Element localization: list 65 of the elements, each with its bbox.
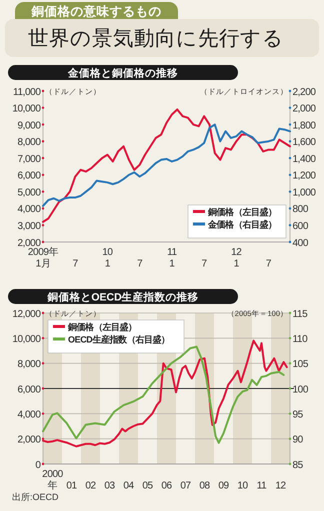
y-tick-label: 4,000 (17, 409, 42, 420)
text: 世界の景気動向に先行する (28, 27, 284, 50)
x-tick-label: 11 (256, 480, 268, 492)
y-tick-label: 7,000 (17, 154, 42, 165)
y2-tick-label: 95 (292, 409, 304, 420)
y2-tick-label: 1,600 (292, 137, 316, 148)
legend-label: 金価格（右目盛） (207, 220, 277, 230)
y2-tick-label: 1,800 (292, 120, 316, 132)
x-tick-label: 05 (142, 480, 154, 492)
y2-tick-label: 600 (292, 221, 309, 232)
chart-title: 金価格と銅価格の推移 (67, 66, 178, 80)
y2-tick-label: 85 (292, 460, 304, 471)
y2-tick-label: 2,000 (292, 104, 316, 115)
y2-tick-label: 2,200 (292, 86, 316, 98)
x-tick-label: 2009年 1月 (28, 246, 59, 270)
y-tick-label: 3,000 (17, 221, 42, 232)
y2-tick-label: 110 (292, 334, 308, 345)
y2-tick-label: 115 (292, 308, 308, 320)
y2-tick-label: 800 (292, 204, 309, 216)
y2-tick-label: 1,200 (292, 170, 316, 182)
y-tick-label: 9,000 (17, 120, 42, 132)
y2-tick-label: 105 (292, 359, 309, 370)
y-tick-label: 12,000 (12, 308, 42, 320)
legend-label: 銅価格（左目盛） (207, 207, 277, 217)
y-tick-label: 6,000 (17, 384, 42, 396)
x-tick-label: 03 (104, 480, 116, 492)
x-tick-label: 10 (237, 480, 248, 492)
x-tick-label: 12 (275, 480, 286, 492)
text: 銅価格の意味するもの (30, 4, 162, 18)
y2-tick-label: 1,400 (292, 154, 316, 165)
y2-tick-label: 1,000 (292, 187, 316, 198)
text: 出所:OECD (12, 492, 60, 502)
x-tick-label: 12 1 (231, 247, 242, 270)
y2-tick-label: 90 (292, 434, 304, 446)
y-tick-label: 11,000 (13, 86, 42, 98)
legend-label: OECD生産指数（右目盛） (68, 334, 170, 344)
x-tick-label: 2000 年 (42, 469, 64, 492)
x-tick-label: 7 (266, 258, 272, 270)
x-tick-label: 07 (180, 480, 192, 492)
x-tick-label: 11 1 (167, 247, 178, 270)
x-tick-label: 7 (137, 258, 144, 270)
y-tick-label: 2,000 (17, 238, 42, 249)
y-tick-label: 4,000 (17, 204, 42, 216)
legend-label: 銅価格（左目盛） (67, 322, 137, 332)
x-tick-label: 10 1 (102, 247, 114, 270)
line-series (42, 124, 291, 207)
x-tick-label: 02 (85, 480, 96, 492)
x-tick-label: 04 (123, 480, 134, 492)
y-tick-label: 8,000 (17, 359, 42, 370)
y-tick-label: 8,000 (17, 137, 42, 148)
x-tick-label: 7 (72, 258, 79, 270)
x-tick-label: 01 (66, 480, 78, 492)
y-tick-label: 0 (35, 460, 42, 471)
y-tick-label: 6,000 (17, 170, 42, 182)
x-tick-label: 09 (218, 480, 230, 492)
x-tick-label: 7 (202, 258, 208, 270)
y2-tick-label: 400 (292, 238, 309, 249)
y2-tick-label: 100 (292, 384, 309, 396)
y-tick-label: 10,000 (12, 104, 42, 115)
chart-title: 銅価格とOECD生産指数の推移 (46, 290, 199, 304)
y-tick-label: 10,000 (12, 334, 42, 345)
y-tick-label: 5,000 (17, 187, 42, 198)
x-tick-label: 06 (161, 480, 172, 492)
y-tick-label: 2,000 (17, 434, 42, 446)
x-tick-label: 08 (199, 480, 210, 492)
